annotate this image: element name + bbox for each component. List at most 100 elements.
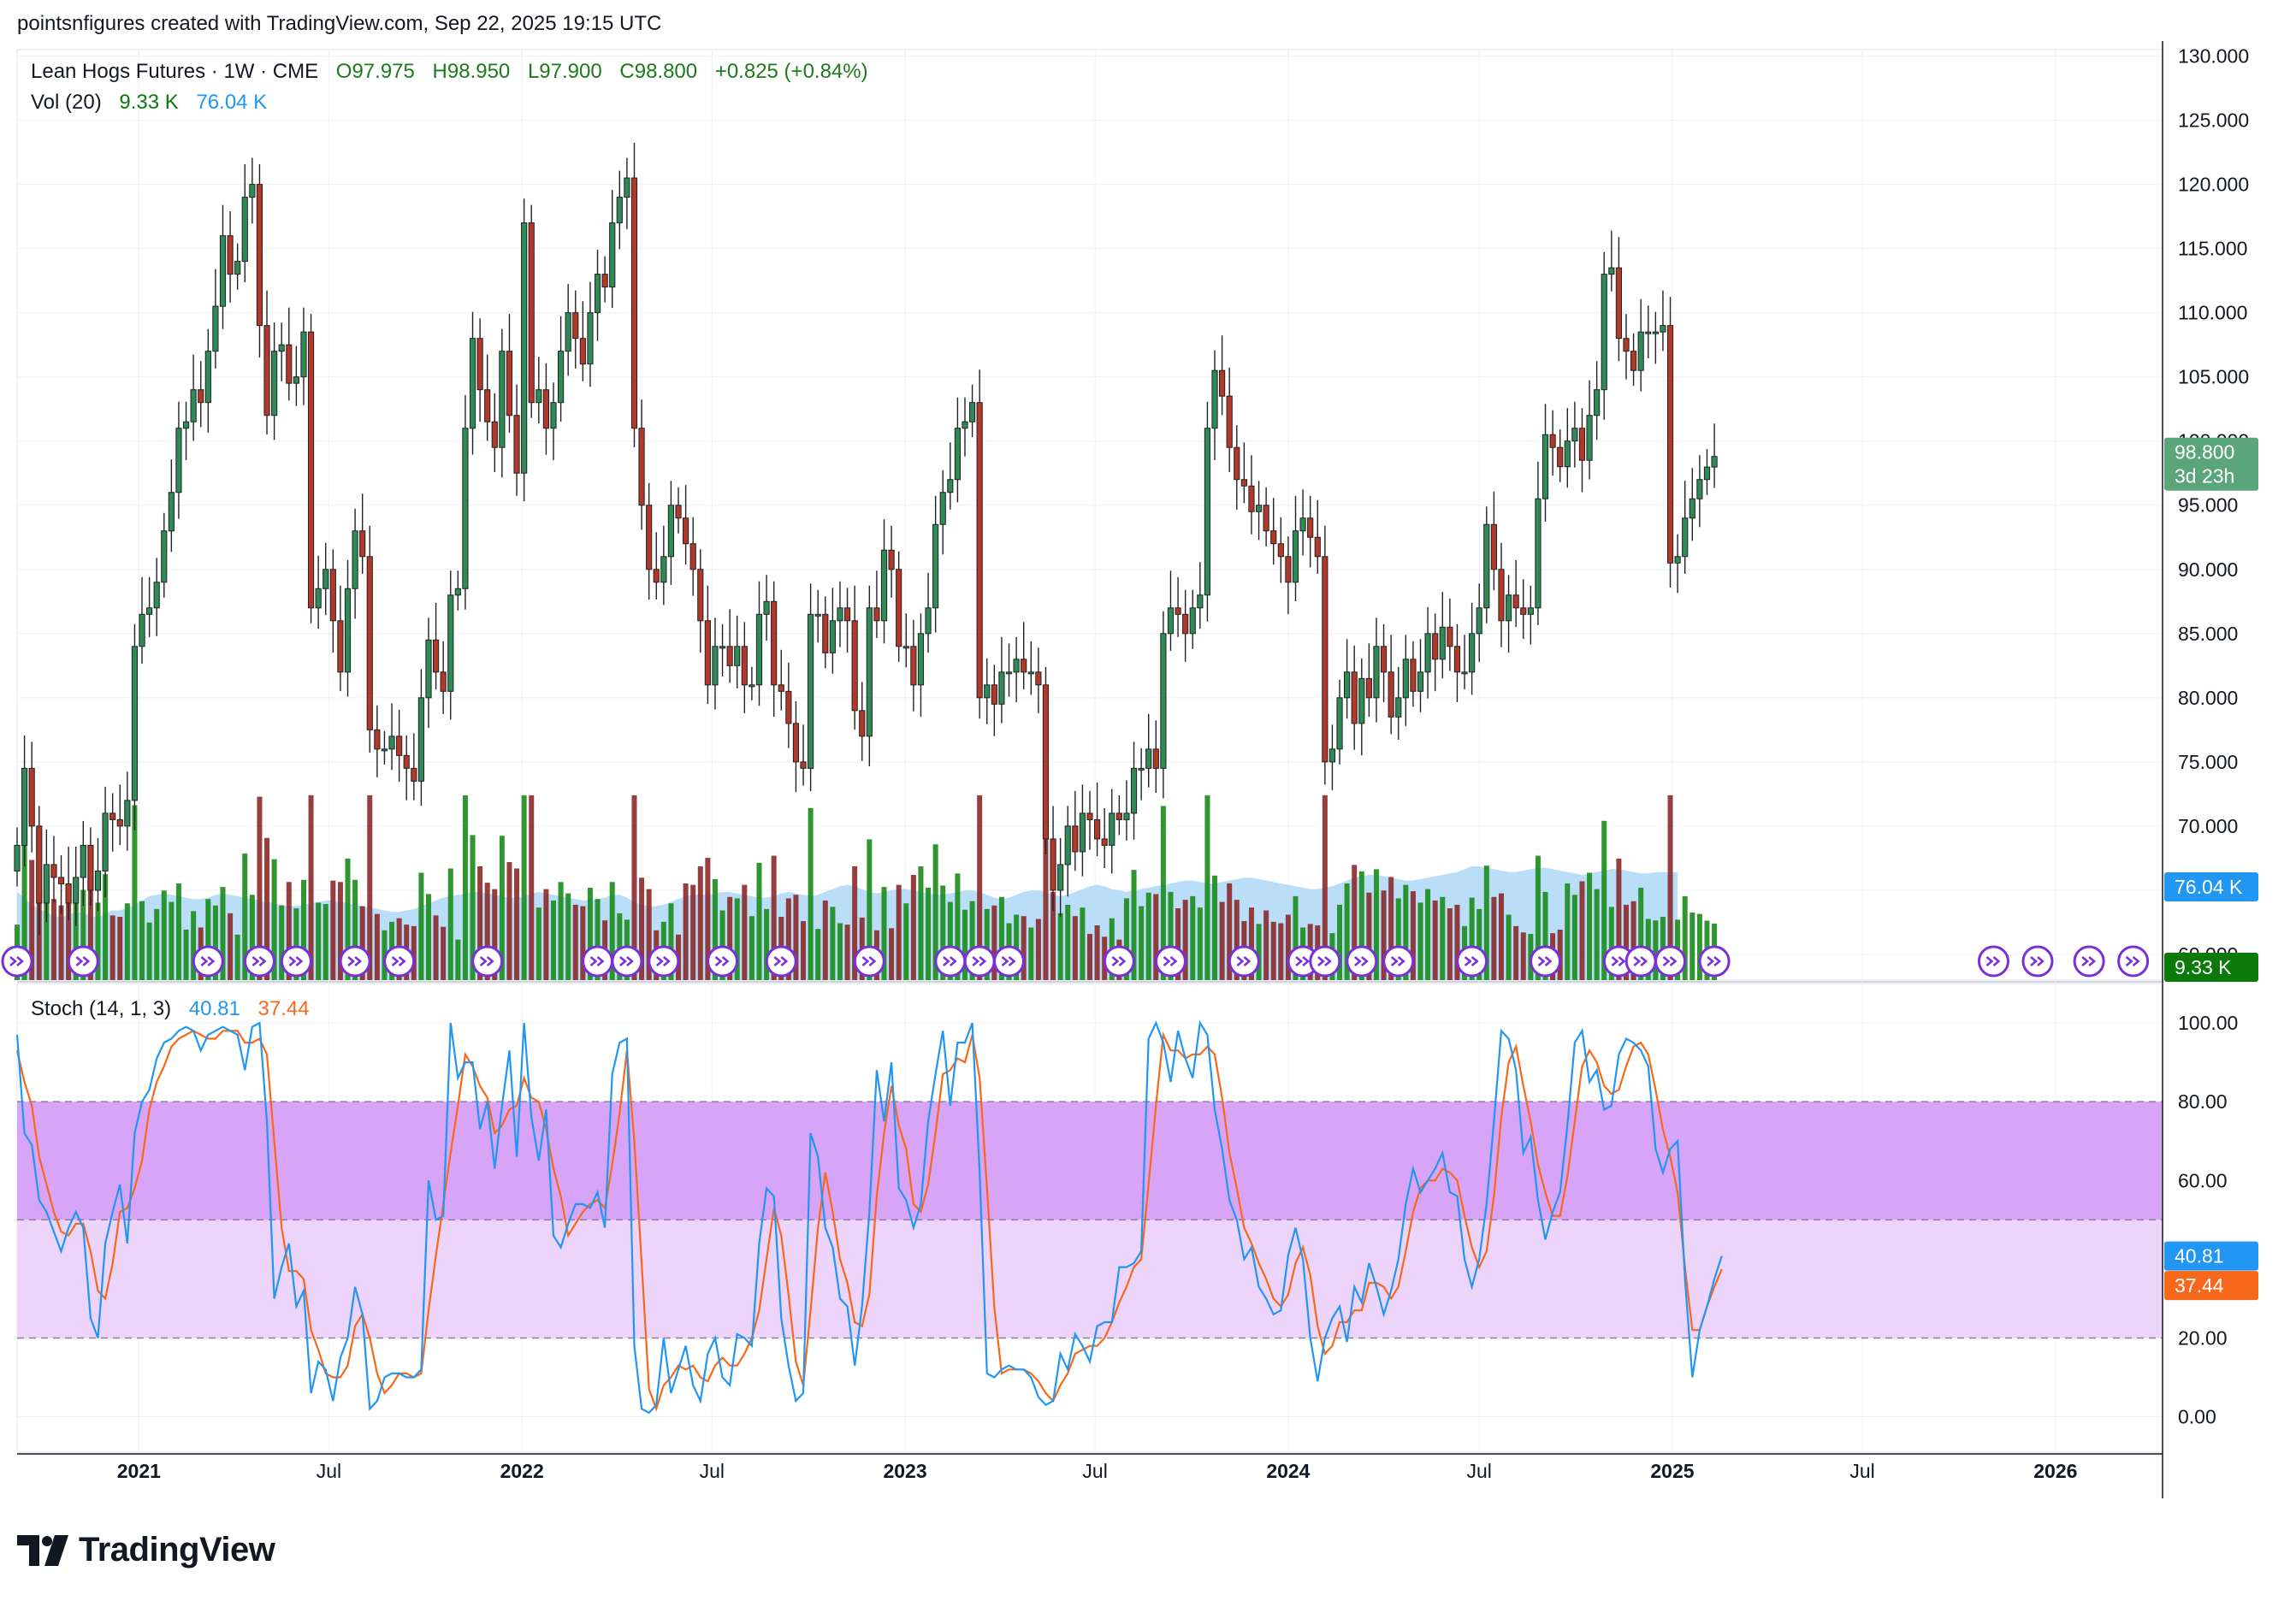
volume-bar (926, 887, 932, 980)
symbol-legend[interactable]: Lean Hogs Futures · 1W · CME O97.975 H98… (31, 60, 880, 84)
price-tick-label: 75.000 (2178, 751, 2238, 773)
volume-bar (418, 872, 424, 980)
candle-body (153, 582, 160, 609)
candle-body (616, 197, 623, 224)
candle-body (168, 492, 175, 532)
price-tick-label: 130.000 (2178, 45, 2249, 68)
candle-body (1696, 479, 1703, 499)
volume-bar (1293, 895, 1299, 980)
candle-body (374, 729, 381, 750)
candle-body (1314, 536, 1321, 558)
candle-body (624, 177, 630, 198)
candle-body (763, 600, 770, 615)
candle-body (1005, 671, 1013, 675)
candle-body (814, 613, 821, 617)
volume-bar (998, 896, 1004, 980)
symbol-title: Lean Hogs Futures · 1W · CME (31, 60, 319, 83)
volume-bar (918, 866, 924, 980)
volume-bar (425, 894, 431, 980)
candle-body (293, 376, 299, 384)
volume-bar (543, 889, 549, 980)
stoch-d-line (15, 1030, 1723, 1412)
volume-bar (1571, 895, 1577, 980)
dividend-event-icon (383, 945, 416, 978)
candle-body (403, 754, 410, 769)
candle-body (932, 523, 939, 609)
candle-body (1447, 626, 1453, 647)
volume-bar (529, 795, 535, 980)
volume-bar (477, 866, 483, 980)
candle-body (1093, 818, 1101, 840)
event-arrow-icon (1611, 956, 1626, 966)
candle-body (1292, 530, 1299, 583)
candle-body (689, 543, 696, 570)
candle-body (1527, 607, 1534, 615)
candle-body (182, 421, 190, 429)
volume-bar (146, 922, 152, 980)
candle-body (1520, 607, 1527, 615)
candle-body (43, 864, 50, 904)
volume-bar (910, 874, 916, 980)
candle-body (204, 351, 211, 404)
volume-bar (1608, 907, 1614, 980)
candle-body (116, 818, 123, 827)
candle-body (1123, 812, 1130, 820)
volume-bar (727, 896, 733, 980)
volume-bar (705, 858, 711, 980)
tradingview-logo[interactable]: TradingView (17, 1531, 275, 1569)
event-arrow-icon (1353, 956, 1369, 966)
candle-body (454, 588, 461, 596)
candle-body (587, 312, 594, 365)
stoch-title: Stoch (14, 1, 3) (31, 997, 172, 1020)
candle-body (1660, 325, 1666, 333)
candle-body (991, 684, 997, 705)
candle-body (683, 517, 689, 545)
candle-body (80, 844, 86, 878)
volume-bar (1035, 919, 1041, 980)
candle-body (579, 338, 586, 365)
dividend-event-icon (993, 945, 1026, 978)
volume-value: 9.33 K (119, 91, 179, 114)
volume-legend[interactable]: Vol (20) 9.33 K 76.04 K (31, 91, 279, 115)
volume-bar (1322, 795, 1328, 980)
candle-body (1711, 456, 1718, 468)
candle-body (506, 351, 513, 416)
volume-bar (499, 836, 505, 980)
volume-bar (815, 929, 821, 980)
stoch-tick-label: 100.00 (2178, 1012, 2238, 1034)
candle-body (653, 569, 660, 583)
volume-bar (1131, 870, 1137, 980)
candle-body (910, 646, 917, 686)
tradingview-logo-icon (17, 1534, 68, 1566)
candle-body (1535, 498, 1542, 609)
stoch-band-lower (17, 1220, 2163, 1338)
volume-bar (1197, 907, 1203, 980)
candle-body (851, 620, 858, 712)
event-arrow-icon (1707, 956, 1722, 966)
volume-bar (455, 939, 461, 980)
candle-body (646, 505, 653, 570)
last-price-tag-text: 98.800 (2175, 441, 2234, 464)
volume-bar (345, 858, 351, 980)
high-value: H98.950 (432, 60, 511, 83)
candle-body (1410, 659, 1417, 692)
candle-body (968, 402, 976, 422)
candle-body (697, 569, 704, 622)
volume-bar (264, 837, 270, 980)
volume-bar (764, 908, 770, 980)
event-arrow-icon (1163, 956, 1178, 966)
dividend-event-icon (963, 945, 996, 978)
volume-bar (132, 805, 138, 980)
volume-bar (690, 884, 696, 980)
candle-body (139, 613, 145, 647)
stoch-legend[interactable]: Stoch (14, 1, 3) 40.81 37.44 (31, 997, 322, 1021)
candle-body (94, 870, 102, 891)
candle-body (190, 389, 197, 422)
price-tick-label: 90.000 (2178, 558, 2238, 581)
candle-body (1461, 671, 1468, 675)
candle-body (1630, 351, 1637, 371)
dividend-event-icon (1, 945, 33, 978)
volume-bar (572, 904, 578, 980)
volume-bar (175, 883, 181, 980)
